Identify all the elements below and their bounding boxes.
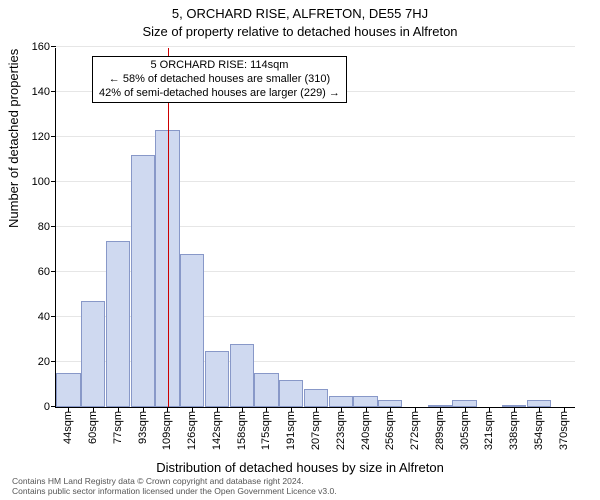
histogram-bar — [254, 373, 278, 407]
x-tick-label: 191sqm — [285, 411, 297, 450]
histogram-bar — [452, 400, 476, 407]
x-tick-label: 60sqm — [87, 411, 99, 444]
y-tick-label: 160 — [32, 41, 56, 53]
attribution: Contains HM Land Registry data © Crown c… — [12, 476, 337, 496]
x-tick-label: 44sqm — [62, 411, 74, 444]
x-tick-label: 272sqm — [409, 411, 421, 450]
x-tick-label: 207sqm — [310, 411, 322, 450]
x-tick-label: 305sqm — [459, 411, 471, 450]
histogram-bar — [527, 400, 551, 407]
histogram-bar — [378, 400, 402, 407]
histogram-bar — [205, 351, 229, 407]
y-tick-label: 60 — [38, 266, 56, 278]
annotation-line-1: 5 ORCHARD RISE: 114sqm — [99, 59, 340, 73]
chart-address-title: 5, ORCHARD RISE, ALFRETON, DE55 7HJ — [0, 6, 600, 21]
histogram-bar — [131, 155, 155, 407]
x-tick-label: 109sqm — [161, 411, 173, 450]
gridline — [56, 136, 575, 137]
histogram-bar — [81, 301, 105, 407]
histogram-bar — [106, 241, 130, 408]
annotation-line-2: ← 58% of detached houses are smaller (31… — [99, 73, 340, 87]
histogram-bar — [329, 396, 353, 407]
attribution-line-1: Contains HM Land Registry data © Crown c… — [12, 476, 337, 486]
chart-subtitle: Size of property relative to detached ho… — [0, 24, 600, 39]
histogram-bar — [279, 380, 303, 407]
chart-container: 5, ORCHARD RISE, ALFRETON, DE55 7HJ Size… — [0, 0, 600, 500]
x-tick-label: 93sqm — [137, 411, 149, 444]
histogram-bar — [304, 389, 328, 407]
x-tick-label: 338sqm — [508, 411, 520, 450]
y-tick-label: 120 — [32, 131, 56, 143]
attribution-line-2: Contains public sector information licen… — [12, 486, 337, 496]
y-tick-label: 140 — [32, 86, 56, 98]
x-tick-label: 370sqm — [558, 411, 570, 450]
y-tick-label: 0 — [44, 401, 56, 413]
x-tick-label: 289sqm — [434, 411, 446, 450]
annotation-line-3: 42% of semi-detached houses are larger (… — [99, 87, 340, 101]
histogram-bar — [56, 373, 80, 407]
histogram-bar — [230, 344, 254, 407]
x-tick-label: 77sqm — [112, 411, 124, 444]
x-tick-label: 321sqm — [483, 411, 495, 450]
x-tick-label: 142sqm — [211, 411, 223, 450]
x-tick-label: 175sqm — [260, 411, 272, 450]
x-tick-label: 158sqm — [236, 411, 248, 450]
x-tick-label: 354sqm — [533, 411, 545, 450]
y-axis-label: Number of detached properties — [6, 49, 21, 228]
plot-area: 02040608010012014016044sqm60sqm77sqm93sq… — [55, 48, 575, 408]
histogram-bar — [180, 254, 204, 407]
y-tick-label: 80 — [38, 221, 56, 233]
annotation-box: 5 ORCHARD RISE: 114sqm ← 58% of detached… — [92, 56, 347, 103]
y-tick-label: 100 — [32, 176, 56, 188]
x-tick-label: 126sqm — [186, 411, 198, 450]
x-axis-label: Distribution of detached houses by size … — [0, 460, 600, 475]
y-tick-label: 20 — [38, 356, 56, 368]
x-tick-label: 256sqm — [384, 411, 396, 450]
gridline — [56, 46, 575, 47]
y-tick-label: 40 — [38, 311, 56, 323]
x-tick-label: 223sqm — [335, 411, 347, 450]
histogram-bar — [353, 396, 377, 407]
x-tick-label: 240sqm — [360, 411, 372, 450]
